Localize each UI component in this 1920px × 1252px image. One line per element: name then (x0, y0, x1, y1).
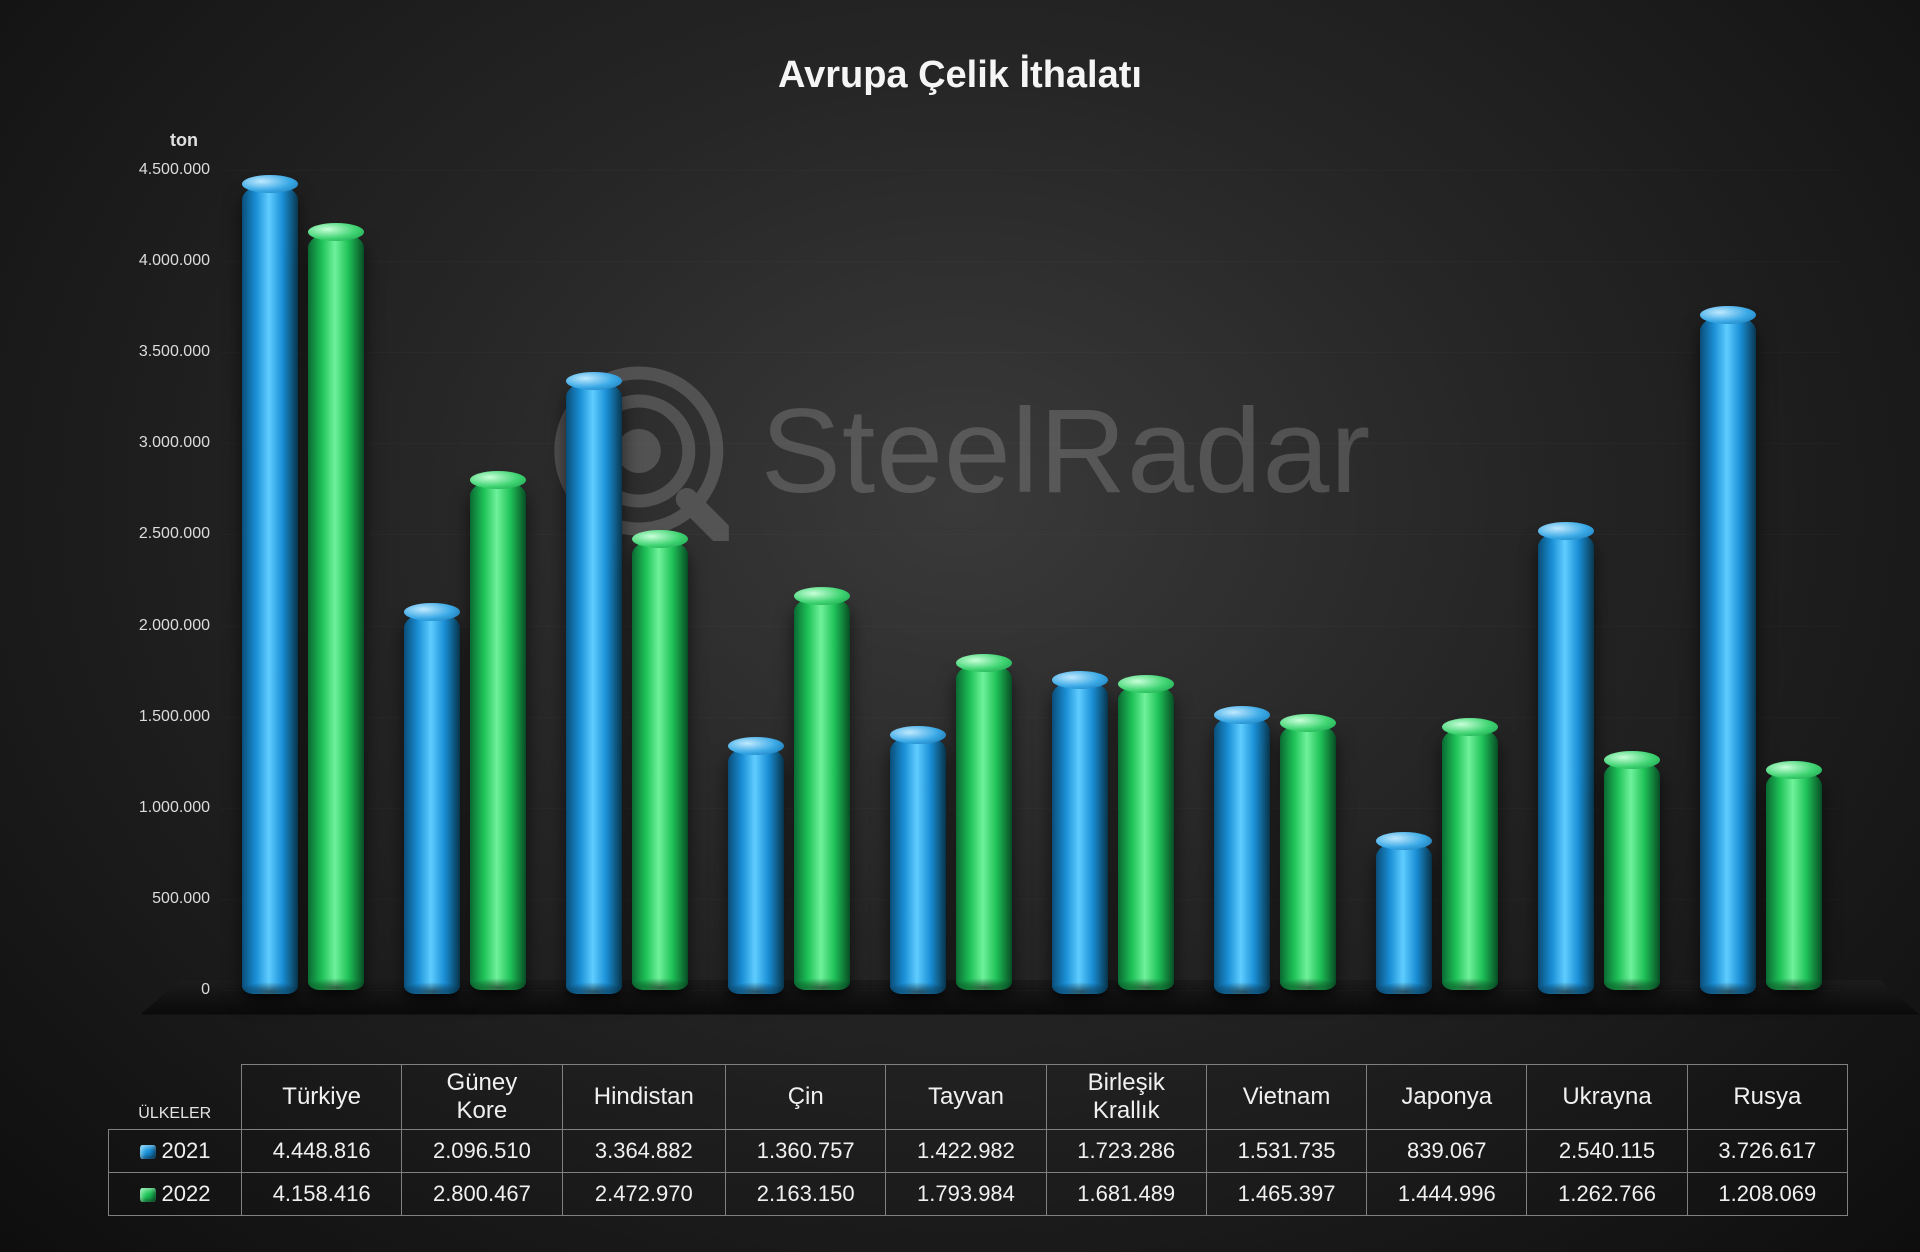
bar-2022-5 (1118, 684, 1174, 990)
bar-2022-2 (632, 539, 688, 990)
gridline (220, 808, 1840, 809)
gridline (220, 626, 1840, 627)
category-header: Çin (726, 1065, 886, 1130)
category-header: Vietnam (1206, 1065, 1366, 1130)
data-cell: 4.158.416 (242, 1173, 402, 1216)
y-axis-tick: 0 (90, 981, 210, 999)
table-row: 20224.158.4162.800.4672.472.9702.163.150… (109, 1173, 1848, 1216)
table-corner: ÜLKELER (109, 1065, 242, 1130)
bar-2022-7 (1442, 727, 1498, 990)
y-axis-tick: 1.000.000 (90, 799, 210, 817)
y-axis-tick: 3.000.000 (90, 434, 210, 452)
bar-2022-0 (308, 232, 364, 990)
data-cell: 1.444.996 (1367, 1173, 1527, 1216)
gridline (220, 899, 1840, 900)
bar-2021-2 (566, 381, 622, 994)
category-header: Hindistan (562, 1065, 726, 1130)
data-cell: 2.472.970 (562, 1173, 726, 1216)
data-cell: 1.360.757 (726, 1130, 886, 1173)
data-table: ÜLKELERTürkiyeGüneyKoreHindistanÇinTayva… (108, 1064, 1848, 1216)
y-axis-tick: 4.500.000 (90, 161, 210, 179)
y-axis-label: ton (170, 130, 198, 151)
category-header: Ukrayna (1527, 1065, 1687, 1130)
category-header: Japonya (1367, 1065, 1527, 1130)
category-header: GüneyKore (402, 1065, 562, 1130)
bar-2022-9 (1766, 770, 1822, 990)
data-cell: 2.096.510 (402, 1130, 562, 1173)
series-header: 2021 (109, 1130, 242, 1173)
category-header: BirleşikKrallık (1046, 1065, 1206, 1130)
data-cell: 1.793.984 (886, 1173, 1046, 1216)
bar-2021-5 (1052, 680, 1108, 994)
category-header: Rusya (1687, 1065, 1847, 1130)
data-cell: 2.540.115 (1527, 1130, 1687, 1173)
category-header: Tayvan (886, 1065, 1046, 1130)
data-cell: 1.723.286 (1046, 1130, 1206, 1173)
bar-2021-9 (1700, 315, 1756, 994)
data-cell: 3.364.882 (562, 1130, 726, 1173)
bar-2022-1 (470, 480, 526, 990)
data-cell: 1.465.397 (1206, 1173, 1366, 1216)
bar-2022-4 (956, 663, 1012, 990)
data-cell: 2.800.467 (402, 1173, 562, 1216)
data-cell: 1.681.489 (1046, 1173, 1206, 1216)
gridline (220, 352, 1840, 353)
bar-2021-4 (890, 735, 946, 994)
chart-container: SteelRadar Avrupa Çelik İthalatı ton 050… (0, 0, 1920, 1252)
data-cell: 3.726.617 (1687, 1130, 1847, 1173)
series-header: 2022 (109, 1173, 242, 1216)
bar-2022-3 (794, 596, 850, 990)
legend-swatch-icon (140, 1145, 156, 1159)
data-cell: 1.531.735 (1206, 1130, 1366, 1173)
data-cell: 1.262.766 (1527, 1173, 1687, 1216)
bar-2021-0 (242, 184, 298, 995)
gridline (220, 261, 1840, 262)
data-cell: 1.422.982 (886, 1130, 1046, 1173)
bar-2022-6 (1280, 723, 1336, 990)
y-axis-tick: 4.000.000 (90, 252, 210, 270)
y-axis-tick: 2.500.000 (90, 525, 210, 543)
bar-2021-7 (1376, 841, 1432, 994)
bar-2021-3 (728, 746, 784, 994)
y-axis-tick: 500.000 (90, 890, 210, 908)
table-row: 20214.448.8162.096.5103.364.8821.360.757… (109, 1130, 1848, 1173)
data-cell: 2.163.150 (726, 1173, 886, 1216)
gridline (220, 170, 1840, 171)
data-cell: 4.448.816 (242, 1130, 402, 1173)
gridline (220, 534, 1840, 535)
bar-2021-8 (1538, 531, 1594, 994)
bar-2021-1 (404, 612, 460, 994)
data-cell: 1.208.069 (1687, 1173, 1847, 1216)
gridline (220, 443, 1840, 444)
bar-2022-8 (1604, 760, 1660, 990)
data-cell: 839.067 (1367, 1130, 1527, 1173)
y-axis-tick: 2.000.000 (90, 617, 210, 635)
legend-swatch-icon (140, 1188, 156, 1202)
y-axis-tick: 1.500.000 (90, 708, 210, 726)
y-axis-tick: 3.500.000 (90, 343, 210, 361)
category-header: Türkiye (242, 1065, 402, 1130)
gridline (220, 717, 1840, 718)
plot-area: 0500.0001.000.0001.500.0002.000.0002.500… (220, 170, 1840, 990)
bar-2021-6 (1214, 715, 1270, 994)
chart-title: Avrupa Çelik İthalatı (0, 54, 1920, 97)
